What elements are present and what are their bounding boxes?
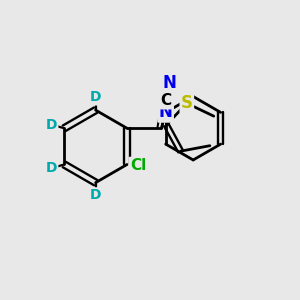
- Text: Cl: Cl: [130, 158, 146, 173]
- Text: D: D: [90, 90, 101, 104]
- Text: S: S: [181, 94, 193, 112]
- Text: N: N: [163, 74, 177, 92]
- Text: C: C: [161, 93, 172, 108]
- Text: D: D: [46, 161, 57, 175]
- Text: N: N: [159, 103, 172, 122]
- Text: D: D: [90, 188, 101, 202]
- Text: D: D: [46, 118, 57, 132]
